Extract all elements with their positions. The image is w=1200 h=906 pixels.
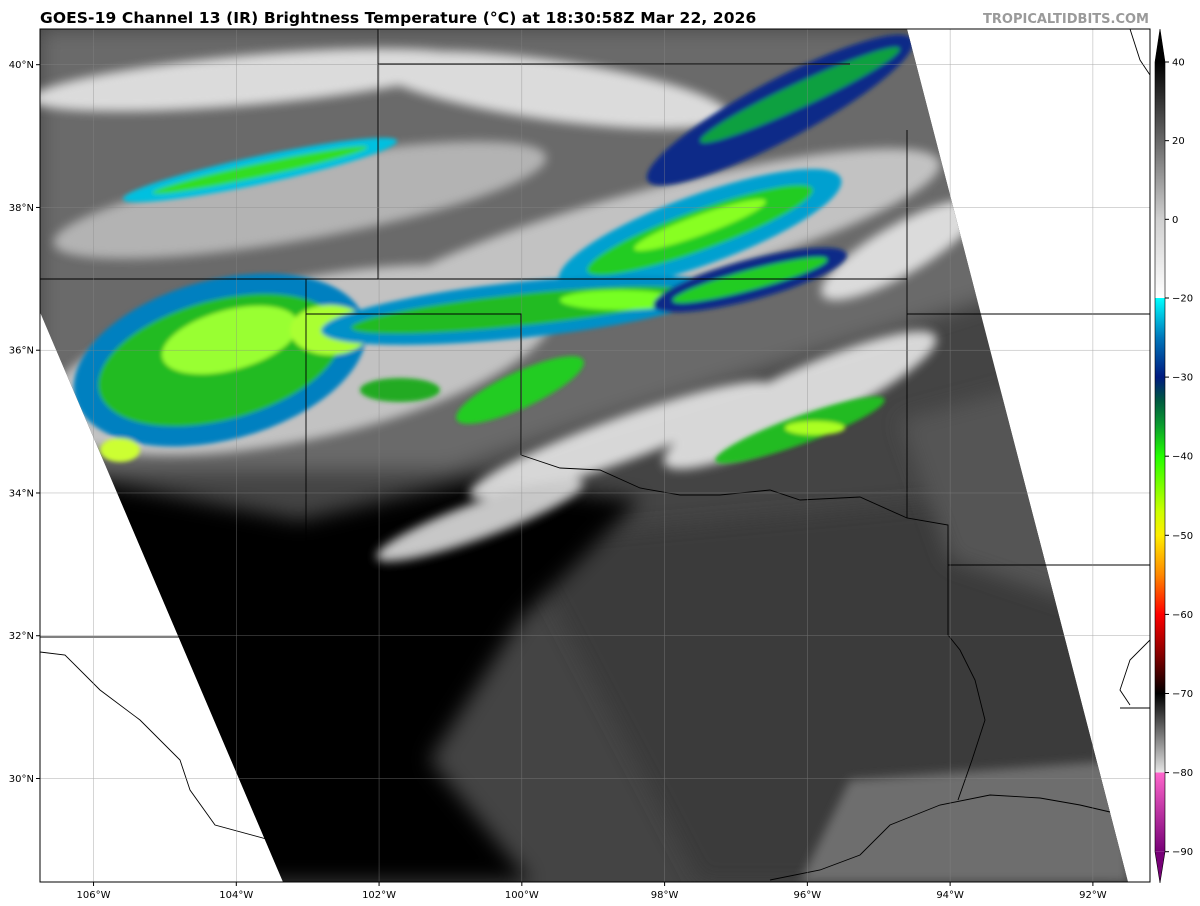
lat-tick-label: 38°N xyxy=(9,203,34,214)
colorbar-tick-label: −70 xyxy=(1172,689,1193,700)
axes: 106°W 104°W 102°W 100°W 98°W 96°W 94°W 92°W 40°N… xyxy=(9,60,1107,901)
graticule xyxy=(40,29,1150,882)
colorbar: 40 20 0 −20 −30 −40 −50 −60 −70 −80 −90 xyxy=(1154,28,1193,884)
colorbar-tick-label: −50 xyxy=(1172,531,1193,542)
lat-tick-label: 34°N xyxy=(9,488,34,499)
colorbar-tick-label: −40 xyxy=(1172,452,1193,463)
map-title: GOES-19 Channel 13 (IR) Brightness Tempe… xyxy=(40,9,757,27)
colorbar-tick-label: −80 xyxy=(1172,768,1193,779)
political-boundaries xyxy=(40,29,1150,881)
lon-tick-label: 96°W xyxy=(794,890,822,901)
colorbar-tick-label: −90 xyxy=(1172,847,1193,858)
lon-tick-label: 94°W xyxy=(936,890,964,901)
lon-tick-label: 104°W xyxy=(219,890,253,901)
colorbar-tick-label: −30 xyxy=(1172,373,1193,384)
colorbar-tick-label: −60 xyxy=(1172,610,1193,621)
watermark: TROPICALTIDBITS.COM xyxy=(983,12,1149,27)
lon-tick-label: 92°W xyxy=(1079,890,1107,901)
colorbar-min-extend xyxy=(1155,851,1165,883)
lon-tick-label: 102°W xyxy=(362,890,396,901)
lat-tick-label: 32°N xyxy=(9,631,34,642)
colorbar-gradient xyxy=(1155,62,1165,852)
lon-tick-label: 98°W xyxy=(651,890,679,901)
colorbar-tick-label: 0 xyxy=(1172,215,1178,226)
lat-tick-label: 30°N xyxy=(9,774,34,785)
lon-tick-label: 106°W xyxy=(77,890,111,901)
colorbar-tick-label: −20 xyxy=(1172,294,1193,305)
lon-tick-label: 100°W xyxy=(505,890,539,901)
colorbar-max-extend xyxy=(1155,29,1165,62)
lat-tick-label: 40°N xyxy=(9,60,34,71)
colorbar-tick-label: 20 xyxy=(1172,136,1185,147)
plot-frame xyxy=(39,28,1151,883)
lat-tick-label: 36°N xyxy=(9,346,34,357)
colorbar-tick-label: 40 xyxy=(1172,58,1185,69)
